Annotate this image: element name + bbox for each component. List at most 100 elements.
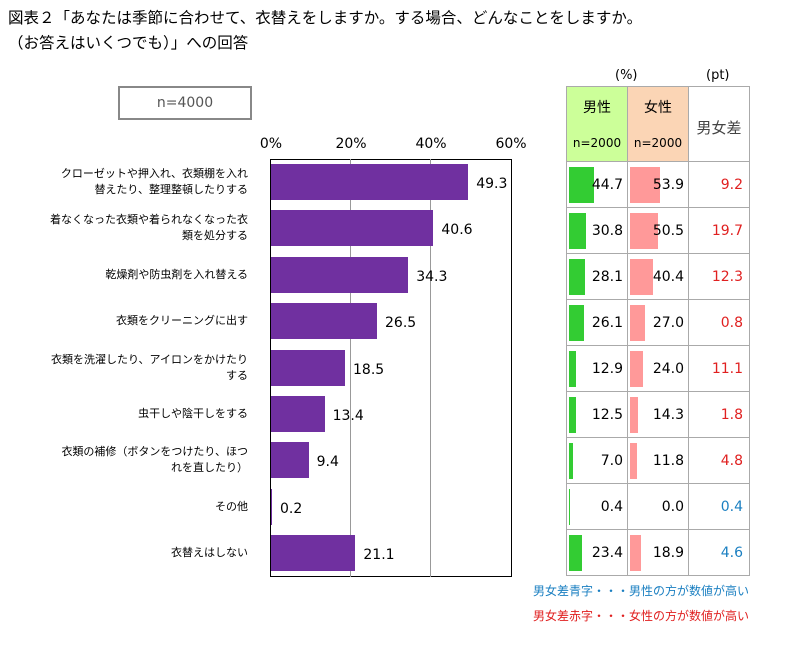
male-value: 23.4 xyxy=(591,545,623,561)
bar xyxy=(271,535,356,572)
bar xyxy=(271,488,272,525)
category-label-line: する xyxy=(226,368,248,382)
category-label: 衣類を洗濯したり、アイロンをかけたり する xyxy=(38,352,248,384)
category-label: 衣類の補修（ボタンをつけたり、ほつ れを直したり） xyxy=(38,444,248,476)
bar xyxy=(271,442,309,479)
female-cell: 14.3 xyxy=(627,391,689,438)
sample-size-box: n=4000 xyxy=(118,86,252,120)
female-mini-bar xyxy=(630,397,638,433)
male-cell: 26.1 xyxy=(566,299,628,346)
female-cell: 11.8 xyxy=(627,437,689,484)
category-label-line: 衣類の補修（ボタンをつけたり、ほつ xyxy=(61,445,248,459)
category-label: 虫干しや陰干しをする xyxy=(38,406,248,422)
female-value: 27.0 xyxy=(652,315,684,331)
female-cell: 40.4 xyxy=(627,253,689,300)
diff-cell: 4.6 xyxy=(688,529,750,576)
female-cell: 53.9 xyxy=(627,161,689,208)
table-row: 12.5 14.3 1.8 xyxy=(566,391,750,438)
bar-value-label: 34.3 xyxy=(416,268,448,285)
category-label-line: 衣替えはしない xyxy=(171,546,248,560)
category-label: その他 xyxy=(38,499,248,515)
x-tick-label: 60% xyxy=(495,136,527,152)
male-value: 28.1 xyxy=(591,269,623,285)
male-mini-bar xyxy=(569,259,585,295)
male-mini-bar xyxy=(569,535,583,571)
female-value: 24.0 xyxy=(652,361,684,377)
chart-title-line1: 図表２「あなたは季節に合わせて、衣替えをしますか。する場合、どんなことをしますか… xyxy=(8,9,643,27)
diff-value: 4.8 xyxy=(720,453,743,469)
category-label: 衣類をクリーニングに出す xyxy=(38,313,248,329)
male-cell: 28.1 xyxy=(566,253,628,300)
female-mini-bar xyxy=(630,305,646,341)
x-tick-label: 40% xyxy=(415,136,447,152)
chart-title-line2: （お答えはいくつでも）」への回答 xyxy=(8,34,249,52)
bar-value-label: 40.6 xyxy=(441,222,473,239)
diff-cell: 11.1 xyxy=(688,345,750,392)
female-cell: 24.0 xyxy=(627,345,689,392)
gender-comparison-table: 男性 n=2000 女性 n=2000 男女差 44.7 53.9 9.2 30.8 5… xyxy=(566,86,750,576)
female-value: 14.3 xyxy=(652,407,684,423)
diff-header-cell: 男女差 xyxy=(688,86,750,162)
bar xyxy=(271,303,377,340)
diff-cell: 9.2 xyxy=(688,161,750,208)
female-value: 11.8 xyxy=(652,453,684,469)
category-label: 乾燥剤や防虫剤を入れ替える xyxy=(38,267,248,283)
bar-value-label: 13.4 xyxy=(332,408,364,424)
female-value: 53.9 xyxy=(652,177,684,193)
diff-value: 9.2 xyxy=(720,177,743,193)
female-mini-bar xyxy=(630,167,661,203)
male-value: 7.0 xyxy=(600,453,623,469)
female-mini-bar xyxy=(630,213,659,249)
male-value: 12.5 xyxy=(591,407,623,423)
table-row: 26.1 27.0 0.8 xyxy=(566,299,750,346)
table-row: 0.4 0.0 0.4 xyxy=(566,483,750,530)
male-mini-bar xyxy=(569,397,576,433)
female-cell: 0.0 xyxy=(627,483,689,530)
category-label-line: 替えたり、整理整頓したりする xyxy=(94,183,248,196)
bar xyxy=(271,210,434,247)
male-mini-bar xyxy=(569,305,584,341)
male-mini-bar xyxy=(569,351,577,387)
percent-unit-label: (%) xyxy=(615,68,638,83)
female-mini-bar xyxy=(630,259,653,295)
blue-note: 男女差青字・・・男性の方が数値が高い xyxy=(533,584,750,598)
category-label-line: 衣類をクリーニングに出す xyxy=(116,314,248,328)
male-cell: 23.4 xyxy=(566,529,628,576)
bar-value-label: 49.3 xyxy=(476,176,508,192)
bar-value-label: 26.5 xyxy=(385,315,417,332)
pt-unit-label: (pt) xyxy=(706,68,730,83)
diff-value: 11.1 xyxy=(711,361,743,377)
bar xyxy=(271,349,345,386)
category-label-line: クローゼットや押入れ、衣類棚を入れ xyxy=(60,167,248,180)
category-label: 衣替えはしない xyxy=(38,545,248,561)
male-value: 12.9 xyxy=(591,361,623,377)
female-value: 18.9 xyxy=(652,545,684,561)
male-header-cell: 男性 n=2000 xyxy=(566,86,628,162)
female-cell: 18.9 xyxy=(627,529,689,576)
bar xyxy=(271,256,409,293)
diff-value: 4.6 xyxy=(720,545,743,561)
bar xyxy=(271,164,469,200)
diff-cell: 19.7 xyxy=(688,207,750,254)
diff-cell: 4.8 xyxy=(688,437,750,484)
male-header: 男性 xyxy=(583,100,611,116)
female-n-label: n=2000 xyxy=(633,136,683,150)
male-mini-bar xyxy=(569,167,595,203)
female-cell: 50.5 xyxy=(627,207,689,254)
diff-value: 0.8 xyxy=(720,315,743,331)
female-value: 50.5 xyxy=(652,223,684,239)
diff-header: 男女差 xyxy=(696,119,742,137)
bar-value-label: 21.1 xyxy=(363,547,395,564)
diff-value: 12.3 xyxy=(711,269,743,285)
male-cell: 30.8 xyxy=(566,207,628,254)
category-label-line: 乾燥剤や防虫剤を入れ替える xyxy=(105,267,248,281)
male-value: 44.7 xyxy=(591,177,623,193)
male-cell: 44.7 xyxy=(566,161,628,208)
table-row: 23.4 18.9 4.6 xyxy=(566,529,750,576)
diff-value: 19.7 xyxy=(711,223,743,239)
female-value: 40.4 xyxy=(652,269,684,285)
table-row: 44.7 53.9 9.2 xyxy=(566,161,750,208)
red-note: 男女差赤字・・・女性の方が数値が高い xyxy=(533,609,750,623)
category-label: クローゼットや押入れ、衣類棚を入れ替えたり、整理整頓したりする xyxy=(38,166,248,198)
x-gridline xyxy=(350,159,351,577)
